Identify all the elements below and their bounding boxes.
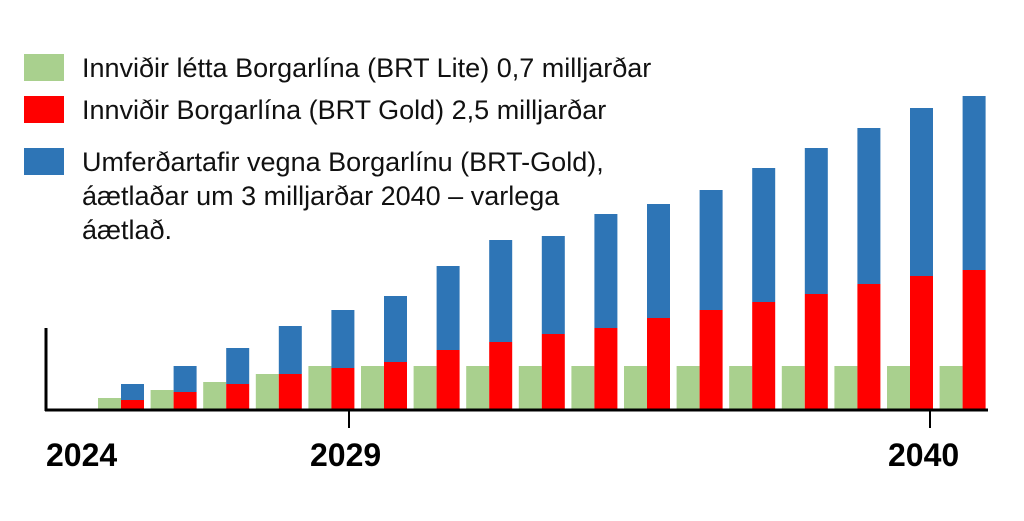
legend-item-brt-lite: Innviðir létta Borgarlína (BRT Lite) 0,7…	[24, 53, 652, 85]
legend-swatch-delays	[24, 148, 64, 175]
bar-delays-2027	[278, 326, 302, 374]
bar-lite-2040	[939, 366, 963, 410]
bar-delays-2026	[226, 348, 250, 384]
bar-lite-2030	[413, 366, 437, 410]
bar-gold-2024	[121, 400, 144, 410]
bar-delays-2029	[384, 296, 407, 362]
bar-gold-2040	[962, 270, 986, 410]
bar-lite-2038	[834, 366, 858, 410]
bar-gold-2030	[436, 350, 460, 410]
bar-gold-2036	[752, 302, 776, 410]
legend-swatch-gold	[24, 96, 64, 123]
bar-lite-2039	[887, 366, 910, 410]
bar-lite-2036	[729, 366, 753, 410]
bar-delays-2036	[752, 168, 776, 302]
bar-gold-2031	[489, 342, 513, 410]
bar-delays-2031	[489, 240, 513, 342]
bar-lite-2033	[571, 366, 595, 410]
legend-item-traffic-delays: Umferðartafir vegna Borgarlínu (BRT-Gold…	[24, 147, 604, 247]
bar-gold-2038	[857, 284, 881, 410]
bar-delays-2028	[331, 310, 355, 368]
chart-tick-labels: 2024 2029 2040	[46, 437, 959, 473]
bar-lite-2034	[624, 366, 647, 410]
bar-lite-2031	[466, 366, 490, 410]
bar-lite-2029	[361, 366, 384, 410]
bar-gold-2035	[699, 310, 723, 410]
bar-gold-2029	[384, 362, 407, 410]
bar-delays-2024	[121, 384, 144, 400]
bar-gold-2025	[173, 392, 197, 410]
x-tick-label-2040: 2040	[888, 437, 959, 473]
x-tick-label-2024: 2024	[46, 437, 117, 473]
bar-lite-2035	[676, 366, 700, 410]
bar-lite-2027	[255, 374, 279, 410]
bar-delays-2032	[541, 236, 565, 334]
bar-lite-2037	[781, 366, 805, 410]
legend-label-gold: Innviðir Borgarlína (BRT Gold) 2,5 millj…	[82, 95, 607, 125]
bar-gold-2032	[541, 334, 565, 410]
bar-gold-2028	[331, 368, 355, 410]
bar-gold-2033	[594, 328, 618, 410]
bar-lite-2025	[150, 390, 174, 410]
bar-delays-2037	[804, 148, 828, 294]
bar-delays-2038	[857, 128, 881, 284]
legend-label-delays: Umferðartafir vegna Borgarlínu (BRT-Gold…	[82, 147, 604, 245]
bar-lite-2026	[203, 382, 227, 410]
chart-bars	[98, 96, 986, 410]
bar-lite-2028	[308, 366, 332, 410]
bar-delays-2040	[962, 96, 986, 270]
legend-label-lite: Innviðir létta Borgarlína (BRT Lite) 0,7…	[82, 53, 652, 83]
bar-lite-2032	[518, 366, 542, 410]
bar-delays-2039	[910, 108, 933, 276]
legend-item-brt-gold: Innviðir Borgarlína (BRT Gold) 2,5 millj…	[24, 95, 607, 127]
chart-axes	[44, 328, 988, 428]
bar-gold-2034	[647, 318, 670, 410]
bar-lite-2024	[98, 398, 121, 410]
bar-delays-2034	[647, 204, 670, 318]
bar-gold-2027	[278, 374, 302, 410]
legend-swatch-lite	[24, 54, 64, 81]
x-tick-label-2029: 2029	[310, 437, 381, 473]
bar-delays-2025	[173, 366, 197, 392]
bar-delays-2030	[436, 266, 460, 350]
bar-delays-2033	[594, 214, 618, 328]
bar-delays-2035	[699, 190, 723, 310]
bar-gold-2037	[804, 294, 828, 410]
bar-gold-2026	[226, 384, 250, 410]
bar-gold-2039	[910, 276, 933, 410]
chart-legend: Innviðir létta Borgarlína (BRT Lite) 0,7…	[24, 0, 724, 260]
